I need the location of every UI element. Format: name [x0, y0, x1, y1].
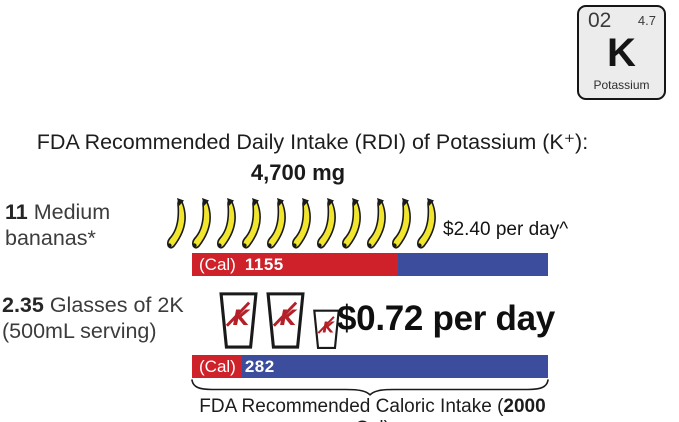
- banana-calories-segment: [192, 253, 398, 276]
- banana-icon: [167, 198, 186, 249]
- banana-icon: [292, 198, 311, 249]
- cal-value: 282: [244, 357, 275, 376]
- banana-icons: [166, 196, 440, 253]
- cal-tag: (Cal): [199, 357, 236, 376]
- element-name: Potassium: [593, 78, 650, 92]
- banana-icon: [367, 198, 386, 249]
- glass-partial-icon: K: [313, 309, 340, 350]
- glass-full-icon: K: [266, 292, 305, 349]
- glasses-qty: 2.35: [2, 293, 44, 317]
- bananas-qty: 11: [5, 200, 28, 224]
- page-title: FDA Recommended Daily Intake (RDI) of Po…: [36, 130, 589, 154]
- element-symbol: K: [607, 31, 636, 75]
- cal-value: 1155: [244, 255, 284, 274]
- rdi-amount: 4,700 mg: [250, 160, 346, 185]
- banana-calorie-label: (Cal) 1155: [199, 253, 284, 276]
- svg-text:K: K: [233, 306, 251, 331]
- banana-icon: [392, 198, 411, 249]
- glasses-calorie-bar: (Cal) 282: [192, 355, 548, 378]
- glasses-label-line1: 2.35 Glasses of 2K: [2, 292, 184, 318]
- banana-icon: [267, 198, 286, 249]
- periodic-element-card: 02 4.7 K Potassium: [577, 5, 666, 100]
- caption-prefix: FDA Recommended Caloric Intake (: [199, 396, 504, 417]
- glasses-label-line2: (500mL serving): [2, 319, 157, 343]
- svg-text:K: K: [280, 306, 298, 331]
- caption-total-cal: 2000: [503, 396, 546, 417]
- bananas-label-line2: bananas*: [5, 226, 96, 250]
- cal-tag: (Cal): [199, 255, 236, 274]
- banana-icon: [342, 198, 361, 249]
- element-number: 02: [588, 9, 612, 32]
- banana-remaining-segment: [397, 253, 548, 276]
- glasses-calorie-label: (Cal) 282: [199, 355, 275, 378]
- banana-icon: [242, 198, 261, 249]
- glasses-calories-segment: [192, 355, 243, 378]
- glass-full-icon: K: [219, 292, 258, 349]
- banana-calorie-bar: (Cal) 1155: [192, 253, 548, 276]
- caption-suffix: Cal): [355, 418, 390, 422]
- glasses-label-rest: Glasses of 2K: [43, 293, 184, 317]
- element-rdi-grams: 4.7: [637, 13, 656, 28]
- bananas-label: 11 Medium bananas*: [5, 199, 110, 251]
- banana-icon: [192, 198, 211, 249]
- banana-cost: $2.40 per day^: [443, 219, 569, 240]
- bananas-label-rest: Medium: [27, 200, 111, 224]
- underbrace-icon: [191, 379, 549, 396]
- banana-icon: [417, 198, 436, 249]
- svg-text:K: K: [322, 318, 335, 336]
- banana-icon: [317, 198, 336, 249]
- glasses-remaining-segment: [242, 355, 548, 378]
- glasses-label: 2.35 Glasses of 2K (500mL serving): [2, 292, 184, 344]
- caloric-intake-caption: FDA Recommended Caloric Intake (2000 Cal…: [180, 396, 565, 422]
- banana-icon: [217, 198, 236, 249]
- glasses-cost: $0.72 per day: [337, 299, 555, 338]
- bananas-label-line1: 11 Medium: [5, 199, 110, 225]
